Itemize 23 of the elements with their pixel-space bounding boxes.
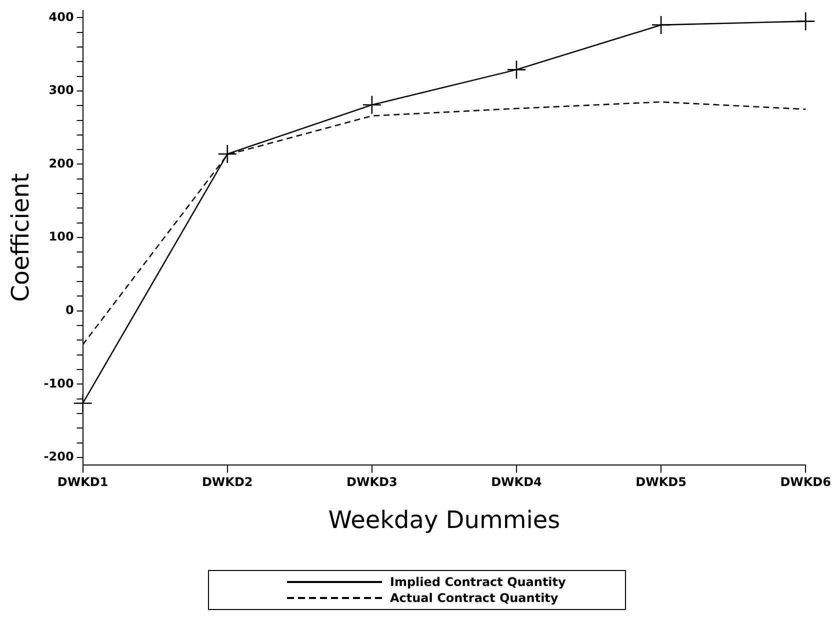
point	[218, 144, 238, 164]
point	[362, 95, 382, 115]
x-tick-label: DWKD4	[491, 475, 542, 490]
legend-label: Implied Contract Quantity	[390, 575, 566, 589]
legend-label: Actual Contract Quantity	[390, 591, 558, 605]
point	[73, 394, 92, 413]
y-tick-label: 0	[65, 302, 74, 317]
x-tick-label: DWKD5	[636, 475, 686, 490]
point	[506, 60, 526, 80]
y-tick-label: -200	[44, 450, 74, 464]
x-tick-label: DWKD2	[202, 475, 253, 490]
point	[651, 15, 671, 35]
y-tick-label: 100	[48, 230, 74, 244]
point	[796, 12, 816, 31]
x-tick-label: DWKD6	[780, 475, 832, 490]
y-axis-title: Coefficient	[6, 173, 35, 302]
y-tick-label: 400	[48, 10, 74, 24]
y-tick-label: -100	[44, 376, 74, 390]
x-tick-label: DWKD1	[57, 475, 108, 490]
x-axis-title: Weekday Dummies	[328, 506, 560, 534]
x-tick-label: DWKD3	[346, 475, 398, 490]
y-tick-label: 300	[48, 83, 74, 98]
y-tick-label: 200	[48, 156, 74, 170]
